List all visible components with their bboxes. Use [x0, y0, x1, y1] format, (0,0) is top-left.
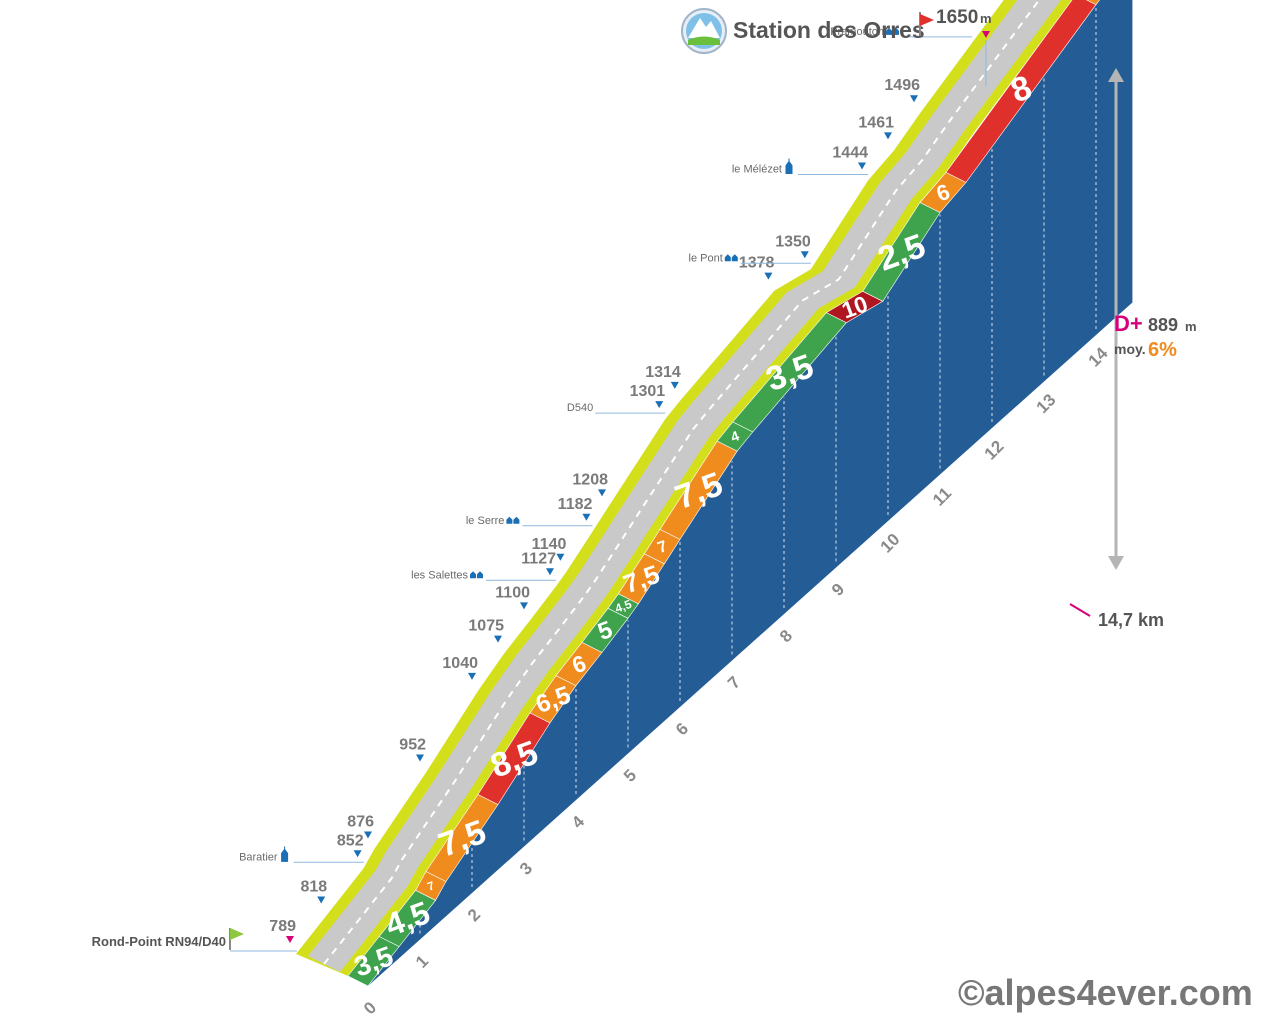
- altitude-marker-icon: [546, 568, 554, 576]
- km-tick-label: 9: [828, 580, 848, 600]
- km-tick-label: 7: [724, 673, 744, 693]
- km-tick-label: 13: [1033, 390, 1060, 417]
- altitude-marker-icon: [884, 132, 892, 140]
- road-asphalt: [308, 0, 1062, 972]
- altitude-label: 1100: [495, 584, 530, 601]
- altitude-marker-icon: [858, 162, 866, 170]
- altitude-marker-icon: [670, 381, 679, 389]
- altitude-marker-icon: [520, 602, 528, 610]
- place-label: D540: [567, 402, 593, 414]
- gain-prefix: D+: [1114, 311, 1143, 336]
- houses-icon: [724, 254, 738, 262]
- place-label: le Mélézet: [732, 164, 782, 176]
- altitude-label: 952: [399, 737, 426, 754]
- distance-marker: [1069, 603, 1091, 617]
- mountain-badge-icon: [681, 8, 727, 54]
- avg-prefix: moy.: [1114, 341, 1146, 357]
- km-tick-label: 1: [412, 952, 432, 972]
- km-tick-label: 11: [929, 484, 955, 510]
- altitude-marker-icon: [286, 936, 294, 943]
- altitude-label: 1496: [884, 77, 920, 94]
- place-label: le Serre: [466, 515, 505, 527]
- altitude-marker-icon: [317, 896, 326, 904]
- km-tick-label: 3: [516, 859, 536, 879]
- houses-icon: [886, 27, 899, 35]
- total-distance: 14,7 km: [1098, 610, 1164, 630]
- altitude-marker-icon: [598, 489, 606, 497]
- altitude-marker-icon: [556, 553, 565, 561]
- gradient-label: 7: [425, 878, 436, 894]
- place-label: Baratier: [239, 851, 278, 863]
- altitude-label: 1301: [630, 383, 666, 400]
- altitude-label: 1075: [468, 618, 504, 635]
- avg-value: 6%: [1148, 339, 1177, 361]
- road-centerline: [323, 0, 1041, 965]
- altitude-label: 1040: [442, 655, 478, 672]
- church-icon: [785, 158, 793, 174]
- altitude-label: 1140: [532, 536, 567, 553]
- gain-unit: m: [1185, 319, 1197, 334]
- km-tick-label: 10: [877, 530, 904, 557]
- km-tick-label: 8: [776, 626, 796, 646]
- altitude-label: 852: [337, 832, 364, 849]
- gradient-label: 4,5: [613, 597, 634, 616]
- altitude-label: 818: [300, 879, 327, 896]
- altitude-label: 1461: [858, 114, 894, 131]
- altitude-marker-icon: [910, 95, 918, 103]
- km-tick-label: 6: [672, 719, 692, 739]
- km-tick-label: 0: [360, 998, 380, 1018]
- altitude-label: 1208: [572, 471, 608, 488]
- red-flag-icon: [919, 12, 934, 36]
- place-label: les Salettes: [411, 569, 468, 581]
- houses-icon: [506, 516, 520, 524]
- altitude-label: 789: [269, 918, 296, 935]
- elevation-gain-arrow: [1108, 68, 1124, 570]
- altitude-label: 1314: [645, 364, 681, 381]
- altitude-labels: 7898188528769521040107511001127114011821…: [269, 77, 920, 943]
- altitude-label: 876: [347, 814, 374, 831]
- altitude-label: 1182: [558, 496, 593, 513]
- summit-altitude: 1650: [936, 7, 978, 28]
- profile-wall-fill: [368, 0, 1133, 986]
- altitude-marker-icon: [764, 272, 773, 280]
- altitude-label: 1350: [775, 233, 811, 250]
- altitude-marker-icon: [655, 401, 664, 409]
- chart-title: Station des Orres: [733, 17, 925, 43]
- altitude-marker-icon: [416, 754, 424, 762]
- place-label: Pramouton: [830, 26, 884, 38]
- gain-value: 889: [1148, 315, 1178, 335]
- start-label: Rond-Point RN94/D40: [92, 934, 226, 949]
- altitude-marker-icon: [353, 850, 362, 858]
- start-block: Rond-Point RN94/D40: [92, 928, 297, 952]
- altitude-marker-icon: [582, 513, 591, 521]
- km-tick-label: 14: [1085, 343, 1112, 370]
- gradient-segment: [1086, 0, 1100, 5]
- km-tick-label: 12: [981, 437, 1008, 464]
- altitude-marker-icon: [364, 831, 372, 839]
- place-label: le Pont: [689, 252, 723, 264]
- km-dashes: [419, 6, 1097, 934]
- km-tick-label: 2: [464, 905, 484, 925]
- church-icon: [281, 846, 289, 862]
- green-flag-icon: [229, 928, 244, 950]
- summit-marker-icon: [982, 31, 990, 38]
- road-surface: [296, 0, 1073, 976]
- title-block: Station des Orres 1650 m: [681, 7, 992, 86]
- km-tick-label: 5: [620, 766, 640, 786]
- km-tick-label: 4: [568, 812, 589, 833]
- altitude-label: 1127: [521, 550, 556, 567]
- altitude-marker-icon: [494, 635, 502, 643]
- gradient-segments: 3,54,577,58,56,5654,57,577,543,5102,5686…: [347, 0, 1132, 987]
- altitude-marker-icon: [468, 672, 476, 680]
- profile-wall: [368, 0, 1133, 986]
- summit-unit: m: [980, 11, 992, 26]
- altitude-marker-icon: [800, 251, 809, 259]
- place-labels: Baratier les Salettes le Serre D540 le Pont l…: [239, 26, 972, 863]
- copyright-text: ©alpes4ever.com: [958, 972, 1253, 1013]
- houses-icon: [470, 571, 483, 579]
- altitude-label: 1444: [832, 145, 868, 162]
